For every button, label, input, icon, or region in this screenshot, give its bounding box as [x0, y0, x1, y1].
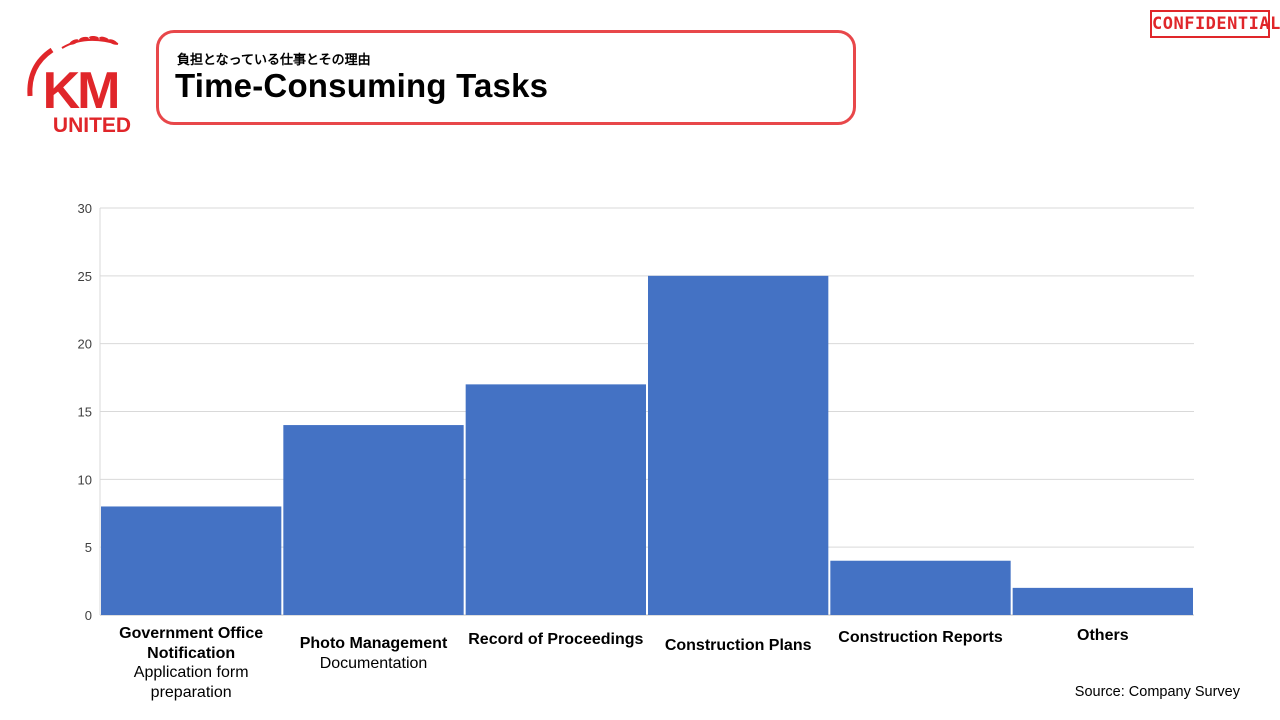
source-note: Source: Company Survey — [1074, 684, 1240, 700]
x-tick-label-main: Government Office Notification — [119, 625, 264, 662]
y-tick-label: 25 — [78, 269, 92, 284]
x-tick-label-main: Construction Reports — [838, 629, 1003, 646]
page-subtitle: 負担となっている仕事とその理由 — [177, 53, 371, 68]
x-tick-label: Construction Plans — [648, 636, 828, 656]
x-tick-label-main: Record of Proceedings — [468, 631, 644, 648]
y-tick-label: 20 — [78, 337, 92, 352]
x-tick-label: Record of Proceedings — [466, 630, 646, 650]
bar — [283, 425, 464, 615]
x-tick-label-sub: Documentation — [319, 654, 428, 672]
confidential-badge: CONFIDENTIAL — [1150, 10, 1280, 38]
y-tick-label: 0 — [85, 608, 92, 623]
x-tick-label-main: Photo Management — [299, 635, 448, 652]
x-tick-label-main: Others — [1077, 627, 1129, 644]
x-tick-label: Construction Reports — [831, 628, 1011, 648]
wheat-icon — [27, 36, 119, 97]
y-tick-label: 15 — [78, 405, 92, 420]
km-united-logo: KM UNITED — [27, 36, 131, 136]
y-tick-label: 30 — [78, 201, 92, 216]
logo-united-text: UNITED — [53, 114, 131, 136]
y-tick-label: 5 — [85, 540, 92, 555]
bar — [101, 506, 282, 615]
title-box: 負担となっている仕事とその理由 Time-Consuming Tasks — [156, 30, 856, 125]
logo-km-text: KM — [43, 62, 118, 120]
bar — [830, 560, 1011, 615]
x-tick-label: Photo Management Documentation — [284, 634, 464, 673]
bar — [1012, 587, 1193, 615]
bar — [465, 384, 646, 615]
x-tick-label: Government Office Notification Applicatio… — [101, 624, 281, 702]
y-tick-label: 10 — [78, 472, 92, 487]
x-tick-label-sub: Application form preparation — [133, 664, 249, 701]
bar — [648, 275, 829, 615]
page-title: Time-Consuming Tasks — [175, 67, 549, 104]
x-tick-label-main: Construction Plans — [664, 637, 812, 654]
x-tick-label: Others — [1013, 626, 1193, 646]
